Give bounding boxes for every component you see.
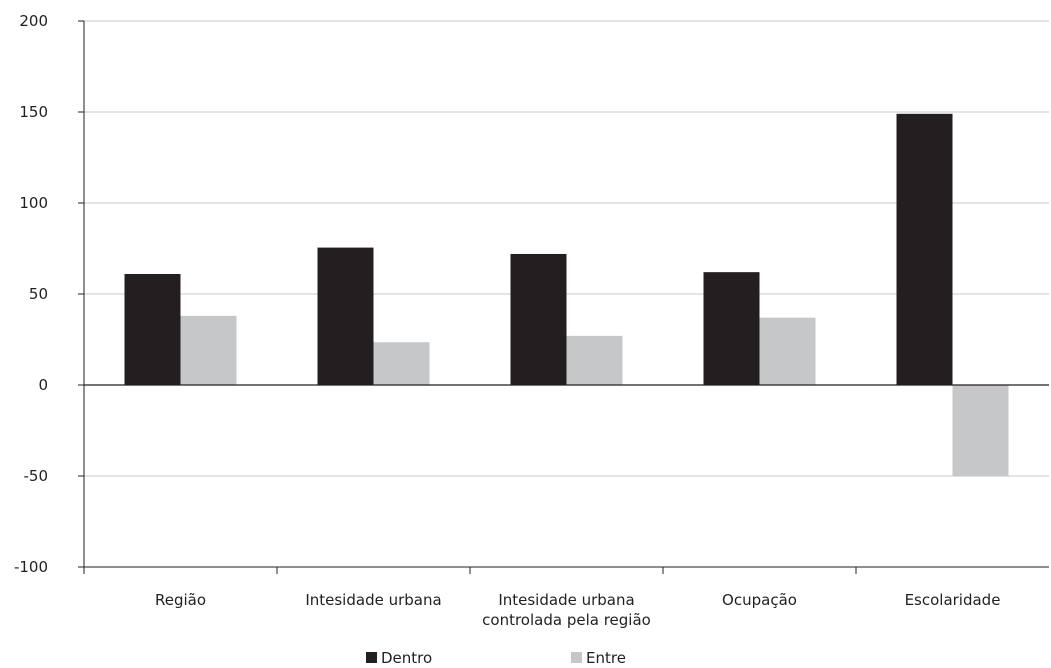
bar-dentro (703, 272, 760, 385)
bar-entre (180, 315, 237, 385)
category-label: Escolaridade (905, 591, 1001, 609)
y-tick-label: 100 (19, 194, 48, 212)
y-tick-label: 0 (38, 376, 48, 394)
bar-entre (566, 335, 623, 385)
category-label: Intesidade urbana (498, 591, 634, 609)
legend-label-entre: Entre (586, 649, 626, 667)
bar-entre (952, 385, 1009, 476)
legend-label-dentro: Dentro (381, 649, 432, 667)
bar-dentro (124, 273, 181, 385)
category-labels: Região Intesidade urbana Intesidade urbana… (155, 591, 1000, 629)
category-label: Intesidade urbana (305, 591, 441, 609)
category-label: Ocupação (722, 591, 797, 609)
category-label: controlada pela região (482, 611, 651, 629)
y-tick-label: 200 (19, 12, 48, 30)
bars (124, 113, 1009, 476)
y-tick-label: 50 (29, 285, 48, 303)
category-label: Região (155, 591, 206, 609)
bar-entre (759, 317, 816, 385)
axes (78, 20, 1049, 574)
y-tick-label: -50 (24, 467, 49, 485)
y-tick-label: 150 (19, 103, 48, 121)
bar-entre (373, 342, 430, 385)
bar-dentro (317, 247, 374, 385)
legend-swatch-dentro (366, 652, 377, 663)
bar-dentro (896, 113, 953, 385)
legend: Dentro Entre (366, 649, 626, 667)
legend-swatch-entre (571, 652, 582, 663)
bar-dentro (510, 253, 567, 385)
y-tick-labels: 200 150 100 50 0 -50 -100 (14, 12, 48, 576)
y-tick-label: -100 (14, 558, 48, 576)
